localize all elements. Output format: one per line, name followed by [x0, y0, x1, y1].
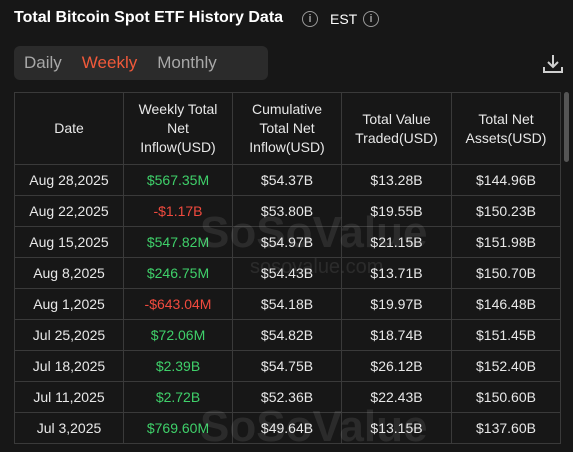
table-cell: Jul 18,2025 [14, 350, 124, 382]
table-cell: $49.64B [232, 412, 342, 444]
title: Total Bitcoin Spot ETF History Data [14, 9, 284, 26]
table-cell: $54.43B [232, 257, 342, 289]
table: Date Weekly Total Net Inflow(USD) Cumulati… [14, 92, 561, 444]
table-cell: $54.75B [232, 350, 342, 382]
table-cell: $151.98B [451, 226, 561, 258]
table-cell: Jul 11,2025 [14, 381, 124, 413]
table-cell: $54.37B [232, 164, 342, 196]
table-cell: $2.39B [123, 350, 233, 382]
table-cell: $54.97B [232, 226, 342, 258]
table-cell: $150.60B [451, 381, 561, 413]
table-cell: Aug 22,2025 [14, 195, 124, 227]
table-cell: $18.74B [341, 319, 452, 351]
table-cell: $54.18B [232, 288, 342, 320]
column-header: Total Net Assets(USD) [451, 92, 561, 165]
table-cell: Aug 28,2025 [14, 164, 124, 196]
table-row: Aug 8,2025 $246.75M $54.43B $13.71B $150.70B [14, 257, 561, 289]
tab[interactable]: Monthly [157, 53, 217, 72]
table-row: Aug 1,2025 -$643.04M $54.18B $19.97B $146.48… [14, 288, 561, 320]
table-cell: Aug 15,2025 [14, 226, 124, 258]
table-cell: $52.36B [232, 381, 342, 413]
table-cell: $13.71B [341, 257, 452, 289]
table-cell: Jul 25,2025 [14, 319, 124, 351]
table-cell: $19.97B [341, 288, 452, 320]
table-row: Aug 28,2025 $567.35M $54.37B $13.28B $144.96… [14, 164, 561, 196]
table-cell: $2.72B [123, 381, 233, 413]
table-cell: $567.35M [123, 164, 233, 196]
table-cell: $137.60B [451, 412, 561, 444]
table-row: Jul 25,2025 $72.06M $54.82B $18.74B $151.45B [14, 319, 561, 351]
info-icon[interactable]: i [363, 11, 379, 27]
table-cell: Aug 8,2025 [14, 257, 124, 289]
table-row: Aug 15,2025 $547.82M $54.97B $21.15B $151.98… [14, 226, 561, 258]
table-cell: $53.80B [232, 195, 342, 227]
table-row: Aug 22,2025 -$1.17B $53.80B $19.55B $150.23B [14, 195, 561, 227]
tab[interactable]: Weekly [81, 53, 138, 72]
table-cell: Jul 3,2025 [14, 412, 124, 444]
table-cell: $19.55B [341, 195, 452, 227]
table-row: Jul 3,2025 $769.60M $49.64B $13.15B $137.60B [14, 412, 561, 444]
table-cell: $146.48B [451, 288, 561, 320]
column-header: Weekly Total Net Inflow(USD) [123, 92, 233, 165]
table-cell: $21.15B [341, 226, 452, 258]
column-header: Total Value Traded(USD) [341, 92, 452, 165]
table-cell: $54.82B [232, 319, 342, 351]
download-icon[interactable] [541, 52, 565, 76]
timezone: EST [330, 11, 358, 27]
table-cell: $72.06M [123, 319, 233, 351]
table-cell: -$643.04M [123, 288, 233, 320]
column-header: Cumulative Total Net Inflow(USD) [232, 92, 342, 165]
table-cell: $246.75M [123, 257, 233, 289]
tab-bar: Daily Weekly Monthly [14, 46, 268, 80]
table-cell: Aug 1,2025 [14, 288, 124, 320]
page: Total Bitcoin Spot ETF History Data i ES… [14, 9, 569, 451]
table-cell: $13.15B [341, 412, 452, 444]
table-cell: $152.40B [451, 350, 561, 382]
info-icon[interactable]: i [302, 11, 318, 27]
table-cell: $769.60M [123, 412, 233, 444]
table-cell: $26.12B [341, 350, 452, 382]
tab[interactable]: Daily [24, 53, 62, 72]
table-cell: -$1.17B [123, 195, 233, 227]
table-cell: $150.23B [451, 195, 561, 227]
table-cell: $144.96B [451, 164, 561, 196]
scrollbar[interactable] [564, 92, 569, 162]
table-row: Jul 18,2025 $2.39B $54.75B $26.12B $152.40B [14, 350, 561, 382]
table-cell: $547.82M [123, 226, 233, 258]
table-cell: $13.28B [341, 164, 452, 196]
column-header: Date [14, 92, 124, 165]
table-row: Jul 11,2025 $2.72B $52.36B $22.43B $150.60B [14, 381, 561, 413]
table-cell: $22.43B [341, 381, 452, 413]
table-cell: $151.45B [451, 319, 561, 351]
table-cell: $150.70B [451, 257, 561, 289]
